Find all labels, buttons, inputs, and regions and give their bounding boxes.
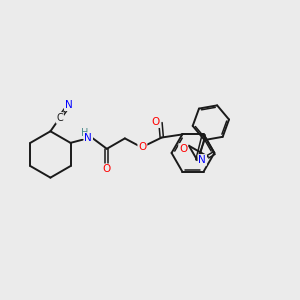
Text: O: O [103,164,111,174]
Text: H: H [81,128,88,138]
Text: N: N [65,100,73,110]
Text: O: O [138,142,146,152]
Text: N: N [84,133,92,143]
Text: N: N [198,155,206,165]
Text: O: O [179,144,188,154]
Text: O: O [152,117,160,127]
Text: C: C [56,113,63,123]
